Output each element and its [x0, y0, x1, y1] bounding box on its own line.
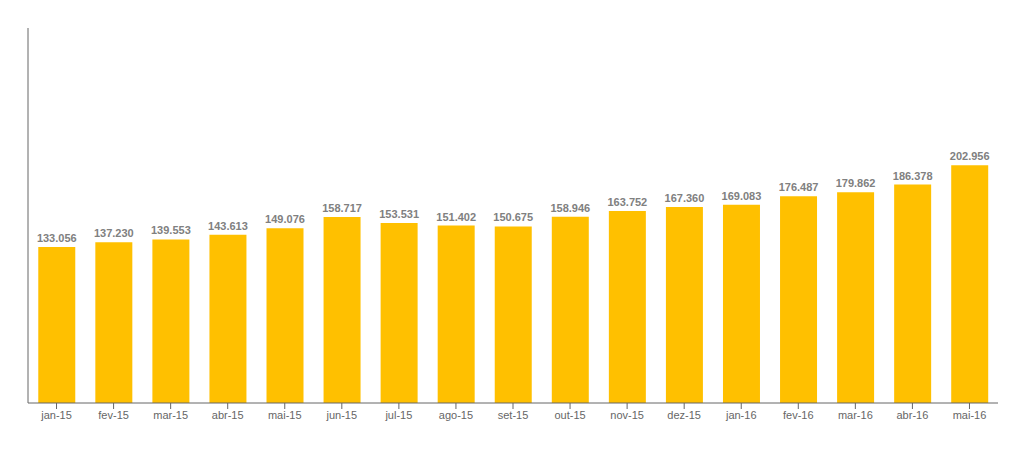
svg-text:143.613: 143.613: [208, 220, 248, 232]
svg-text:151.402: 151.402: [436, 211, 476, 223]
svg-text:158.946: 158.946: [550, 202, 590, 214]
svg-text:ago-15: ago-15: [439, 409, 473, 421]
svg-text:mar-16: mar-16: [838, 409, 873, 421]
svg-text:176.487: 176.487: [779, 181, 819, 193]
svg-text:158.717: 158.717: [322, 202, 362, 214]
svg-text:abr-15: abr-15: [212, 409, 244, 421]
svg-text:179.862: 179.862: [836, 177, 876, 189]
svg-text:mar-15: mar-15: [153, 409, 188, 421]
svg-text:202.956: 202.956: [950, 150, 990, 162]
svg-text:139.553: 139.553: [151, 224, 191, 236]
svg-text:186.378: 186.378: [893, 170, 933, 182]
svg-text:abr-16: abr-16: [897, 409, 929, 421]
svg-text:137.230: 137.230: [94, 227, 134, 239]
svg-text:out-15: out-15: [554, 409, 585, 421]
svg-text:jan-16: jan-16: [725, 409, 757, 421]
svg-text:mai-16: mai-16: [953, 409, 987, 421]
svg-text:nov-15: nov-15: [610, 409, 644, 421]
svg-text:133.056: 133.056: [37, 232, 77, 244]
svg-text:jun-15: jun-15: [326, 409, 358, 421]
svg-text:149.076: 149.076: [265, 213, 305, 225]
svg-text:jan-15: jan-15: [40, 409, 72, 421]
svg-text:jul-15: jul-15: [384, 409, 412, 421]
svg-text:fev-15: fev-15: [98, 409, 129, 421]
svg-text:set-15: set-15: [498, 409, 529, 421]
svg-text:153.531: 153.531: [379, 208, 419, 220]
svg-text:167.360: 167.360: [665, 192, 705, 204]
svg-text:dez-15: dez-15: [667, 409, 701, 421]
svg-text:mai-15: mai-15: [268, 409, 302, 421]
svg-text:169.083: 169.083: [722, 190, 762, 202]
svg-text:fev-16: fev-16: [783, 409, 814, 421]
svg-text:150.675: 150.675: [493, 211, 533, 223]
svg-text:163.752: 163.752: [607, 196, 647, 208]
